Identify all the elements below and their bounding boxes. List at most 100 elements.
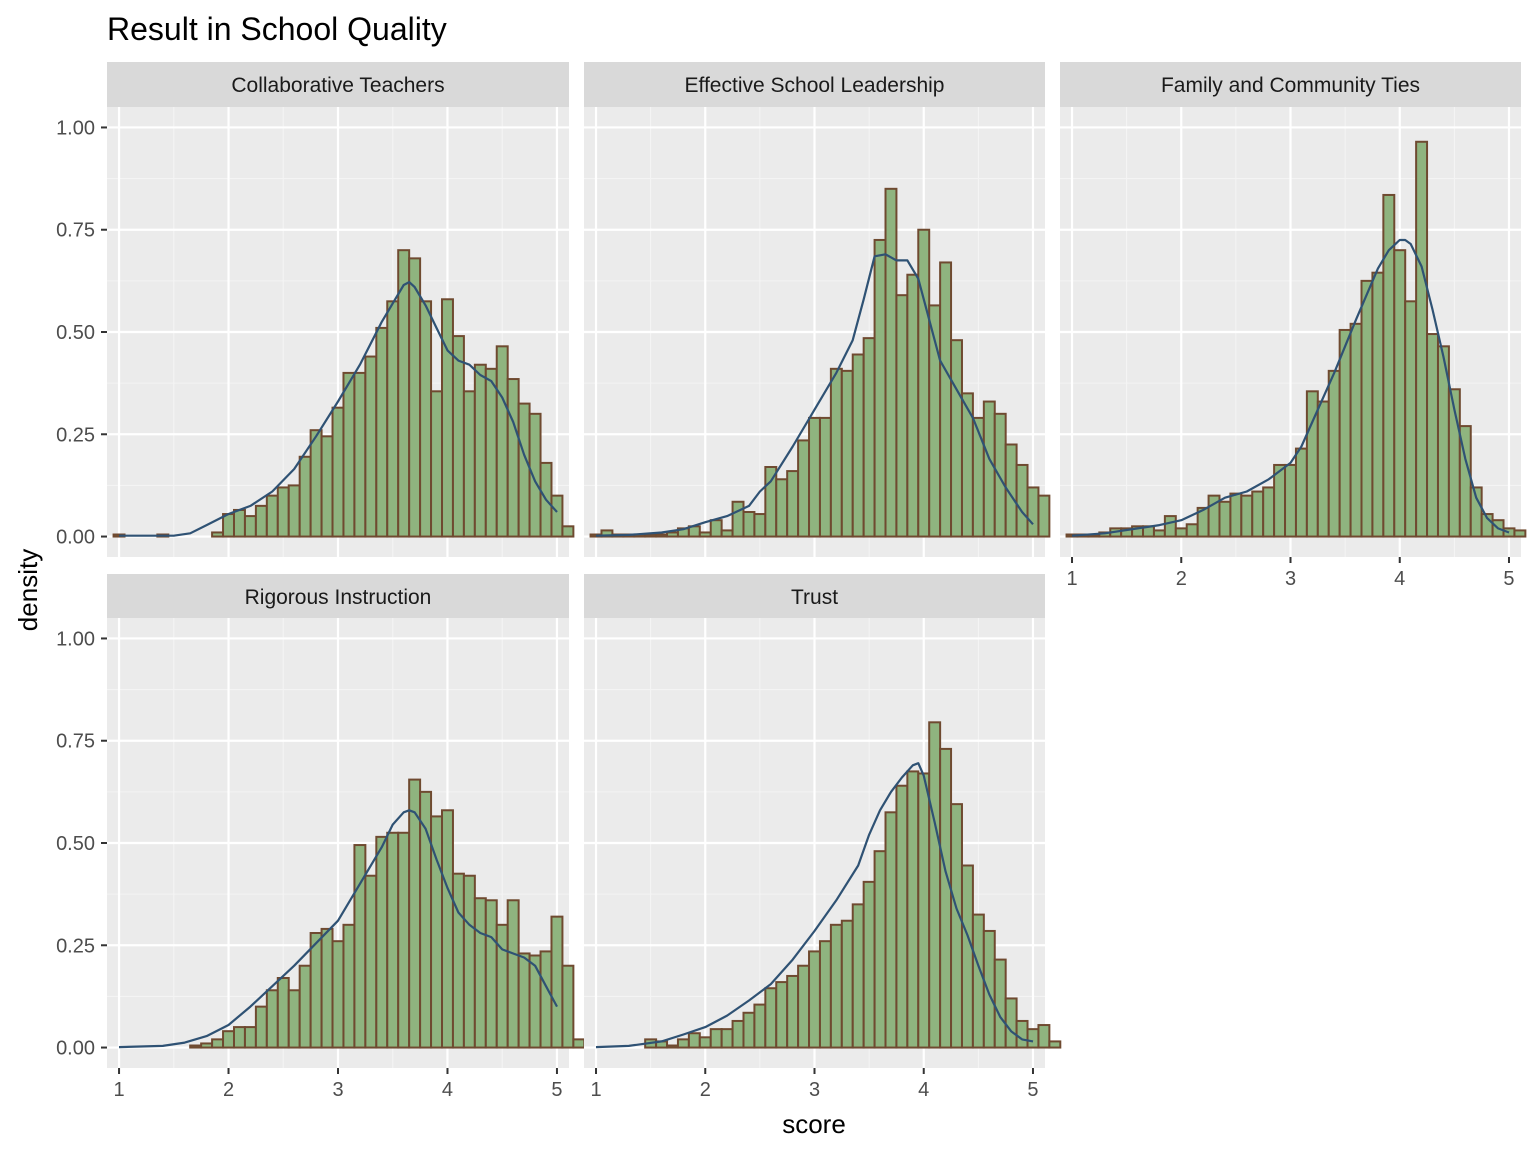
histogram-bar [666, 1044, 679, 1049]
histogram-bar [462, 390, 476, 538]
facet-collaborative-teachers: Collaborative Teachers 0.00 0.25 0.50 0.75 1.… [56, 62, 575, 557]
histogram-bar [851, 353, 865, 538]
histogram-bar [971, 416, 985, 538]
y-tick-label: 0.75 [56, 731, 95, 753]
y-tick-label: 0.50 [56, 833, 95, 855]
histogram-bar [495, 345, 509, 538]
facet-strip-label: Family and Community Ties [1161, 74, 1420, 97]
histogram-bar [309, 429, 323, 538]
x-tick-label: 1 [590, 1079, 601, 1101]
histogram-bar [462, 874, 476, 1049]
histogram-bar [1349, 322, 1363, 538]
histogram-bar [687, 1032, 701, 1049]
histogram-bar [1152, 529, 1166, 538]
histogram-bar [786, 470, 800, 538]
facet-panels: Collaborative Teachers 0.00 0.25 0.50 0.75 1.… [56, 62, 1527, 1101]
histogram-bar [331, 940, 345, 1049]
y-tick-label: 0.25 [56, 424, 95, 446]
x-tick-label: 5 [551, 1079, 562, 1101]
histogram-bar [222, 513, 235, 538]
facet-strip-label: Trust [791, 586, 838, 609]
histogram-bar [254, 504, 268, 538]
histogram-bar [1294, 447, 1308, 538]
density-curve [595, 762, 1034, 1049]
histogram-bar [451, 335, 465, 538]
histogram-bar [232, 1026, 246, 1049]
histogram-bar [550, 915, 564, 1049]
histogram-bar [851, 903, 865, 1049]
x-tick-label: 3 [332, 1079, 343, 1101]
histogram-bar [982, 929, 996, 1049]
histogram-bar [731, 1019, 745, 1049]
histogram-bar [709, 519, 723, 538]
histogram-bar [517, 952, 531, 1049]
histogram-bar [309, 932, 323, 1049]
histogram-bar [375, 835, 389, 1049]
histogram-bar [320, 927, 334, 1049]
histogram-bar [1251, 490, 1265, 538]
histogram-bar [1048, 1040, 1062, 1049]
histogram-bar [200, 1042, 214, 1049]
histogram-bar [884, 187, 898, 538]
histogram-bar [441, 809, 454, 1049]
histogram-bar [287, 484, 301, 538]
histogram-bar [917, 228, 931, 538]
y-tick-label: 0.50 [56, 322, 95, 344]
x-tick-label: 2 [1176, 568, 1187, 590]
histogram-bar [265, 989, 279, 1049]
histogram-bar [1316, 400, 1330, 538]
x-tick-label: 3 [1285, 568, 1296, 590]
histogram-bar [397, 831, 411, 1049]
density-curve [1071, 238, 1510, 537]
histogram-bar [1037, 494, 1051, 538]
x-tick-label: 2 [700, 1079, 711, 1101]
histogram-bar [1469, 486, 1483, 538]
facet-strip [584, 574, 1045, 618]
y-tick-label: 1.00 [56, 117, 95, 139]
histogram-bar [982, 400, 996, 538]
histogram-bar [473, 363, 487, 538]
histogram-bar [484, 367, 498, 538]
facet-rigorous-instruction: Rigorous Instruction 0.00 0.25 0.50 0.75 1.00… [56, 574, 586, 1101]
histogram-bar [993, 412, 1007, 538]
histogram-bar [764, 466, 778, 538]
histogram-bar [742, 511, 756, 538]
histogram-bar [1262, 486, 1276, 538]
histogram-bar [829, 367, 843, 538]
histogram-bar [451, 872, 465, 1049]
y-tick-label: 1.00 [56, 628, 95, 650]
histogram-bar [1229, 492, 1243, 538]
histogram-bar [550, 494, 564, 538]
histogram-bar [265, 494, 279, 538]
histogram-bar [862, 880, 876, 1049]
density-curve [119, 281, 558, 537]
histogram-bar [386, 300, 400, 538]
histogram-bar [742, 1011, 756, 1049]
histogram-bars [112, 249, 575, 538]
histogram-bar [786, 974, 800, 1049]
histogram-bar [528, 412, 542, 538]
histogram-bar [211, 1038, 225, 1049]
y-tick-label: 0.75 [56, 220, 95, 242]
histogram-bar [720, 1028, 734, 1049]
histogram-bar [1284, 463, 1297, 538]
histogram-bar [1185, 523, 1199, 538]
histogram-bar [1371, 271, 1385, 538]
histogram-bar [818, 416, 832, 538]
y-tick-label: 0.00 [56, 527, 95, 549]
histogram-bar [709, 1028, 723, 1049]
histogram-bar [950, 803, 963, 1049]
histogram-bar [1415, 140, 1429, 538]
histogram-bar [364, 874, 378, 1049]
facet-strip [584, 62, 1045, 107]
histogram-bar [1393, 249, 1407, 538]
histogram-bar [386, 831, 400, 1049]
x-axis-title: score [782, 1109, 846, 1139]
histogram-bar [484, 899, 498, 1049]
histogram-bar [818, 940, 832, 1049]
x-tick-label: 2 [223, 1079, 234, 1101]
histogram-bar [342, 923, 356, 1049]
histogram-bar [1163, 515, 1177, 538]
histogram-bar [1240, 494, 1254, 538]
